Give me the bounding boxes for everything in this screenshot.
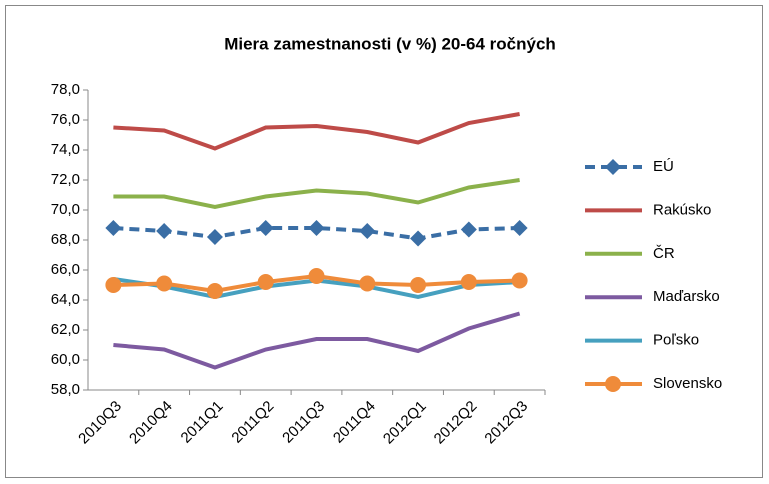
data-point [257, 220, 274, 236]
data-point [511, 220, 528, 236]
legend-marker [605, 159, 621, 175]
y-tick-label: 68,0 [51, 231, 80, 248]
data-point [105, 277, 122, 293]
data-point [359, 275, 376, 292]
data-point [156, 223, 173, 239]
legend-label: ČR [653, 245, 675, 262]
legend-label: Rakúsko [653, 201, 711, 218]
data-point [460, 221, 477, 238]
y-tick-label: 58,0 [51, 381, 80, 398]
y-tick-label: 62,0 [51, 321, 80, 338]
series-line [113, 311, 521, 370]
series-line [113, 178, 520, 210]
data-point [105, 220, 122, 236]
data-point [206, 283, 223, 299]
legend-label: Poľsko [653, 332, 699, 349]
legend-label: EÚ [653, 158, 674, 175]
y-tick-label: 78,0 [51, 81, 80, 98]
series-line [113, 226, 520, 241]
legend-label: Slovensko [653, 375, 722, 392]
series-line [113, 112, 520, 151]
data-point [460, 274, 477, 290]
data-point [257, 274, 274, 290]
data-point [206, 229, 223, 245]
y-tick-label: 74,0 [51, 141, 80, 158]
legend-label: Maďarsko [653, 288, 720, 305]
data-point [156, 275, 173, 292]
chart-border [5, 5, 763, 478]
y-tick-label: 60,0 [51, 351, 80, 368]
y-tick-label: 64,0 [51, 291, 80, 308]
chart-title: Miera zamestnanosti (v %) 20-64 ročných [224, 34, 556, 53]
data-point [410, 277, 427, 293]
data-point [308, 268, 325, 284]
y-tick-label: 66,0 [51, 261, 80, 278]
data-point [359, 223, 376, 239]
data-point [410, 230, 427, 247]
legend-marker [605, 376, 621, 392]
data-point [511, 272, 528, 289]
y-tick-label: 70,0 [51, 201, 80, 218]
data-point [308, 220, 325, 236]
y-tick-label: 76,0 [51, 111, 80, 128]
y-tick-label: 72,0 [51, 171, 80, 188]
